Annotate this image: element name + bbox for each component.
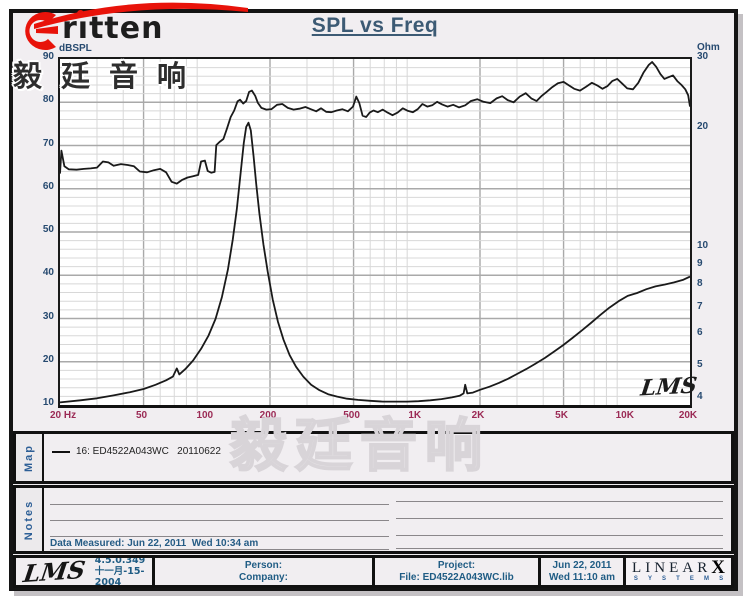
notes-rule-line bbox=[50, 549, 389, 550]
page-title: SPL vs Freq bbox=[311, 14, 439, 37]
lms-plot-signature: LMS bbox=[639, 372, 699, 402]
version-number: 4.5.0.349 bbox=[94, 558, 146, 566]
report-date: Jun 22, 2011 bbox=[552, 559, 612, 571]
y-left-tick-label: 10 bbox=[42, 397, 54, 408]
systems-letter: M bbox=[703, 576, 709, 582]
x-axis-tick-label: 500 bbox=[343, 410, 360, 421]
project-label: Project: bbox=[437, 559, 476, 571]
y-right-tick-label: 6 bbox=[697, 327, 703, 339]
y-right-tick-label: 30 bbox=[697, 51, 709, 62]
y-right-tick-label: 7 bbox=[697, 300, 703, 312]
y-left-tick-label: 40 bbox=[42, 267, 54, 279]
footer-project-cell: Project: File: ED4522A043WC.lib bbox=[375, 558, 541, 585]
systems-letter: E bbox=[689, 576, 694, 582]
person-label: Person: bbox=[244, 559, 283, 571]
footer-lms-cell: LMS 4.5.0.349 十一月-15-2004 bbox=[16, 558, 155, 585]
version-block: 4.5.0.349 十一月-15-2004 bbox=[95, 558, 152, 585]
y-right-tick-label: 4 bbox=[697, 391, 703, 402]
brand-text: rıtten bbox=[62, 11, 164, 46]
map-label: Map bbox=[23, 443, 35, 472]
x-axis-tick-label: 100 bbox=[196, 410, 214, 421]
left-axis-title: dBSPL bbox=[59, 43, 92, 54]
y-left-tick-label: 30 bbox=[42, 310, 54, 322]
curve-legend: 16: ED4522A043WC 20110622 bbox=[52, 446, 221, 457]
notes-rule-line bbox=[396, 518, 723, 519]
notes-rule-line bbox=[50, 536, 389, 537]
plot-canvas bbox=[60, 59, 690, 405]
notes-section-label-column: Notes bbox=[16, 488, 44, 551]
y-left-tick-label: 90 bbox=[42, 51, 54, 62]
map-section-label-column: Map bbox=[16, 434, 44, 481]
notes-label: Notes bbox=[23, 499, 35, 540]
company-watermark: 毅廷音响 bbox=[229, 412, 490, 480]
impedance-curve bbox=[60, 121, 690, 404]
company-label: Company: bbox=[239, 571, 288, 583]
linearx-letter: I bbox=[645, 560, 651, 576]
brand-swoosh-icon bbox=[25, 2, 248, 51]
x-axis-tick-label: 50 bbox=[136, 410, 148, 421]
systems-letter: S bbox=[633, 576, 638, 582]
notes-rule-line bbox=[396, 548, 723, 549]
y-right-tick-label: 8 bbox=[697, 277, 703, 289]
report-time: Wed 11:10 am bbox=[549, 571, 615, 583]
footer-bar: LMS 4.5.0.349 十一月-15-2004 Person: Compan… bbox=[13, 555, 734, 588]
notes-rule-line bbox=[396, 535, 723, 536]
y-left-tick-label: 70 bbox=[42, 137, 54, 149]
x-axis-tick-label: 20K bbox=[678, 410, 698, 421]
linearx-letter: A bbox=[682, 560, 694, 576]
spl-freq-plot bbox=[58, 57, 692, 408]
company-cjk-wordmark: 毅廷音响 bbox=[13, 59, 206, 93]
x-axis-tick-label: 200 bbox=[259, 410, 277, 421]
map-section: Map 16: ED4522A043WC 20110622 bbox=[13, 431, 734, 484]
systems-letter: S bbox=[662, 576, 667, 582]
y-right-tick-label: 20 bbox=[697, 120, 709, 132]
linearx-letter: L bbox=[632, 560, 642, 576]
spl-curve bbox=[60, 61, 690, 185]
linearx-letter: N bbox=[654, 560, 666, 576]
y-right-tick-label: 5 bbox=[697, 358, 703, 370]
file-label: File: ED4522A043WC.lib bbox=[399, 571, 514, 583]
notes-rule-line bbox=[396, 501, 723, 502]
linearx-letter: X bbox=[711, 558, 725, 578]
y-left-tick-label: 50 bbox=[42, 224, 54, 235]
notes-rule-line bbox=[50, 504, 389, 505]
linearx-letter: R bbox=[697, 560, 708, 576]
footer-date-cell: Jun 22, 2011 Wed 11:10 am bbox=[541, 558, 626, 585]
x-axis-tick-label: 5K bbox=[555, 410, 568, 421]
y-left-tick-label: 60 bbox=[42, 180, 54, 192]
lms-logo: LMS bbox=[21, 558, 88, 585]
notes-rule-line bbox=[50, 520, 389, 521]
notes-section: Notes Data Measured: Jun 22, 2011 Wed 10… bbox=[13, 485, 734, 554]
linearx-letter: E bbox=[669, 560, 679, 576]
legend-text: 16: ED4522A043WC 20110622 bbox=[76, 446, 221, 457]
x-axis-tick-label: 1K bbox=[408, 410, 422, 421]
data-measured-text: Data Measured: Jun 22, 2011 Wed 10:34 am bbox=[50, 538, 259, 549]
x-axis-tick-label: 10K bbox=[615, 410, 634, 421]
systems-letter: S bbox=[719, 576, 724, 582]
y-right-tick-label: 10 bbox=[697, 239, 709, 251]
y-left-tick-label: 20 bbox=[42, 353, 54, 365]
version-date: 十一月-15-2004 bbox=[94, 566, 145, 585]
y-right-tick-label: 9 bbox=[697, 257, 703, 269]
x-axis-tick-label: 20 Hz bbox=[50, 410, 77, 421]
legend-line-sample bbox=[52, 450, 70, 453]
footer-person-cell: Person: Company: bbox=[155, 558, 375, 585]
brand-i-dot-icon bbox=[77, 10, 84, 17]
y-left-tick-label: 80 bbox=[42, 94, 54, 106]
systems-letter: Y bbox=[647, 576, 652, 582]
brand-logo: rıtten bbox=[12, 2, 252, 52]
systems-letter: T bbox=[676, 576, 680, 582]
right-axis-title: Ohm bbox=[697, 42, 720, 53]
x-axis-tick-label: 2K bbox=[471, 410, 485, 421]
